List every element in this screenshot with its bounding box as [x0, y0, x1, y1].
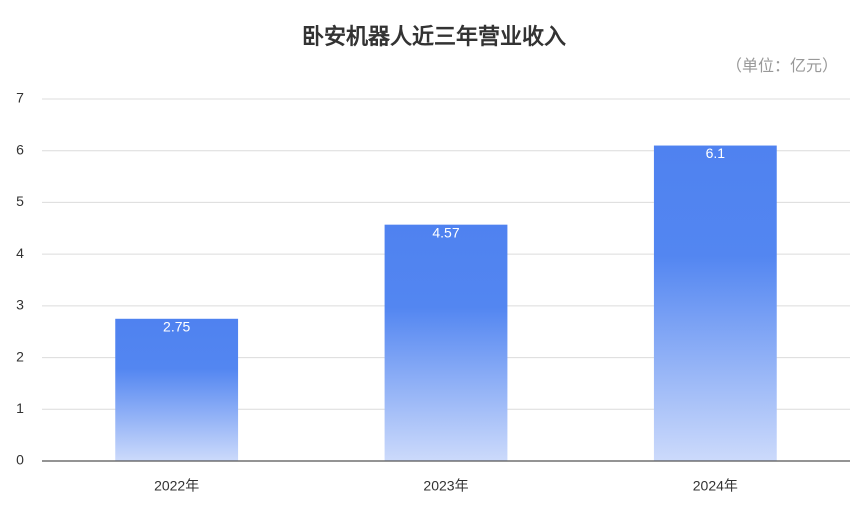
- y-tick-label: 3: [16, 297, 24, 313]
- y-tick-label: 0: [16, 452, 24, 468]
- x-tick-label: 2022年: [154, 478, 199, 494]
- data-label: 2.75: [163, 318, 190, 334]
- data-label: 6.1: [706, 145, 726, 161]
- x-tick-label: 2023年: [423, 478, 468, 494]
- x-tick-label: 2024年: [693, 478, 738, 494]
- data-label: 4.57: [432, 224, 459, 240]
- y-tick-label: 7: [16, 90, 24, 106]
- bar: [115, 318, 239, 461]
- bar: [653, 145, 777, 462]
- bar: [384, 224, 508, 461]
- y-tick-label: 4: [16, 245, 24, 261]
- y-tick-label: 5: [16, 193, 24, 209]
- y-tick-label: 2: [16, 348, 24, 364]
- y-tick-label: 6: [16, 141, 24, 157]
- y-tick-label: 1: [16, 400, 24, 416]
- unit-label: （单位：亿元）: [726, 57, 838, 75]
- chart-title: 卧安机器人近三年营业收入: [302, 24, 566, 49]
